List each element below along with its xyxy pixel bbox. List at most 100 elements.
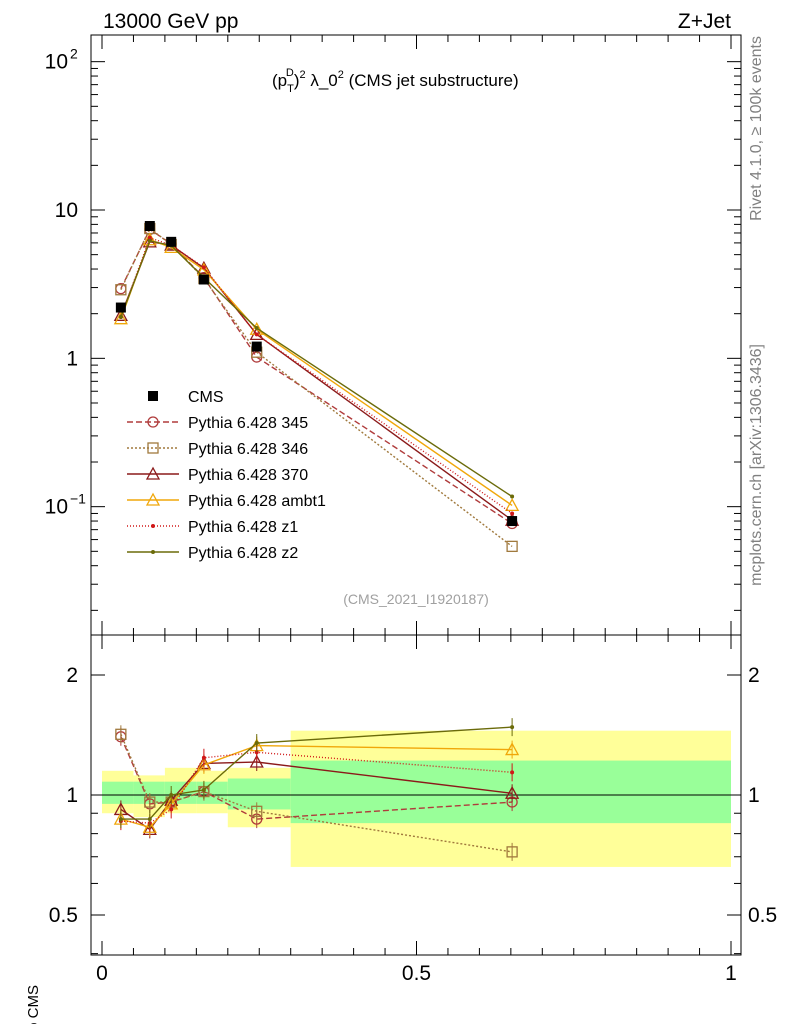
title-lambda: λ_0: [306, 71, 338, 90]
main-ytick-label-exponent: 2: [70, 46, 78, 62]
ratio-point-z2: [510, 725, 515, 730]
ratio-point-370: [249, 754, 264, 768]
ratio-ytick-label-left: 0.5: [49, 904, 78, 927]
series-point-z1: [201, 265, 206, 270]
ratio-point-ambt1: [196, 757, 211, 771]
ratio-point-346: [144, 796, 156, 808]
title-sq: 2: [299, 69, 305, 81]
header-process-label: Z+Jet: [678, 10, 731, 33]
ratio-point-346: [115, 728, 127, 740]
data-point-cms: [198, 274, 209, 285]
legend-marker: [147, 416, 159, 428]
x-tick-label: 0: [96, 962, 108, 985]
series-line-z2: [120, 239, 513, 498]
ratio-point-370: [505, 785, 520, 799]
ratio-band-inner: [227, 778, 291, 810]
legend: CMS Pythia 6.428 345 Pythia 6.428 346 Pythi…: [127, 389, 326, 562]
ratio-band-inner: [196, 781, 228, 804]
legend-marker: [151, 550, 155, 554]
ratio-line-346: [120, 734, 513, 853]
ratio-line-z2: [120, 726, 513, 820]
ratio-band-inner: [102, 781, 134, 804]
data-point-cms: [251, 341, 262, 352]
title-sq2: 2: [338, 69, 344, 81]
series-line-345: [120, 228, 513, 525]
side-rivet-label: Rivet 4.1.0, ≥ 100k events: [748, 36, 765, 221]
title-sup: D: [286, 67, 294, 79]
title-p: (p: [272, 71, 287, 90]
series-point-ambt1: [164, 239, 179, 254]
ratio-band-inner: [133, 781, 165, 804]
series-line-346: [120, 227, 513, 547]
data-point-cms: [166, 236, 177, 247]
ratio-point-z2: [254, 741, 259, 746]
ratio-line-z1: [120, 751, 513, 824]
series-point-z1: [254, 332, 259, 337]
series-point-z1: [510, 511, 515, 516]
title-close: ): [294, 71, 300, 90]
ratio-point-z2: [201, 787, 206, 792]
ratio-ytick-label-right: 1: [748, 784, 760, 807]
legend-label: Pythia 6.428 z1: [188, 519, 298, 536]
series-point-z2: [147, 238, 152, 243]
legend-marker: [145, 466, 161, 480]
series-line-z1: [120, 236, 513, 515]
series-point-ambt1: [113, 311, 128, 325]
side-mcplots-label: mcplots.cern.ch [arXiv:1306.3436]: [748, 344, 765, 586]
series-line-370: [120, 241, 513, 521]
series-point-346: [506, 540, 518, 553]
main-ytick-label: 10: [45, 496, 68, 519]
ratio-point-346: [506, 846, 518, 858]
series-point-346: [115, 284, 127, 296]
ratio-ytick-label-left: 1: [66, 784, 78, 807]
data-point-cms: [507, 516, 518, 527]
series-point-z2: [118, 314, 123, 319]
ratio-point-ambt1: [505, 742, 520, 756]
plot-title: (pTD)2 λ_02 (CMS jet substructure): [272, 67, 519, 95]
ratio-ytick-label-left: 2: [66, 664, 78, 687]
series-point-ambt1: [505, 498, 520, 512]
series-point-z2: [254, 326, 259, 331]
x-tick-label: 1: [725, 962, 737, 985]
series-point-z1: [147, 235, 152, 240]
ratio-axis-label: Ratio to CMS: [25, 985, 42, 1024]
legend-label: CMS: [188, 389, 224, 406]
ratio-ytick-label-right: 0.5: [748, 904, 777, 927]
ratio-point-ambt1: [142, 819, 157, 833]
title-sub: T: [287, 83, 294, 95]
main-ytick-label: 10: [55, 199, 78, 222]
ratio-panel: 0.5 0.5 1 1 2 2 Ratio to CMS 0 0.5 1: [25, 634, 777, 1024]
data-point-cms: [144, 221, 155, 232]
legend-marker: [151, 524, 155, 528]
series-line-ambt1: [120, 238, 513, 506]
ratio-point-346: [251, 805, 263, 817]
main-ytick-label: 10: [45, 51, 68, 74]
ratio-band-inner: [290, 760, 731, 824]
legend-marker: [148, 391, 158, 401]
ratio-point-z2: [169, 793, 174, 797]
ratio-point-z2: [118, 817, 123, 822]
main-ytick-label: 1: [66, 347, 78, 370]
legend-label: Pythia 6.428 346: [188, 441, 308, 458]
main-ytick-label-exponent: −1: [70, 491, 86, 507]
legend-marker: [145, 492, 161, 506]
ratio-ytick-label-right: 2: [748, 664, 760, 687]
ratio-point-z1: [510, 770, 515, 775]
series-point-370: [113, 307, 128, 321]
title-tail: (CMS jet substructure): [344, 71, 519, 90]
x-tick-label: 0.5: [402, 962, 431, 985]
legend-label: Pythia 6.428 ambt1: [188, 493, 326, 510]
analysis-watermark: (CMS_2021_I1920187): [343, 591, 489, 607]
header-energy-label: 13000 GeV pp: [103, 10, 238, 33]
ratio-point-z1: [254, 750, 259, 755]
series-point-z2: [510, 494, 515, 499]
legend-label: Pythia 6.428 z2: [188, 545, 298, 562]
ratio-point-z2: [147, 817, 152, 822]
ratio-point-z1: [169, 807, 174, 812]
data-point-cms: [115, 302, 126, 313]
legend-marker: [147, 442, 159, 454]
legend-label: Pythia 6.428 370: [188, 467, 308, 484]
legend-label: Pythia 6.428 345: [188, 415, 308, 432]
